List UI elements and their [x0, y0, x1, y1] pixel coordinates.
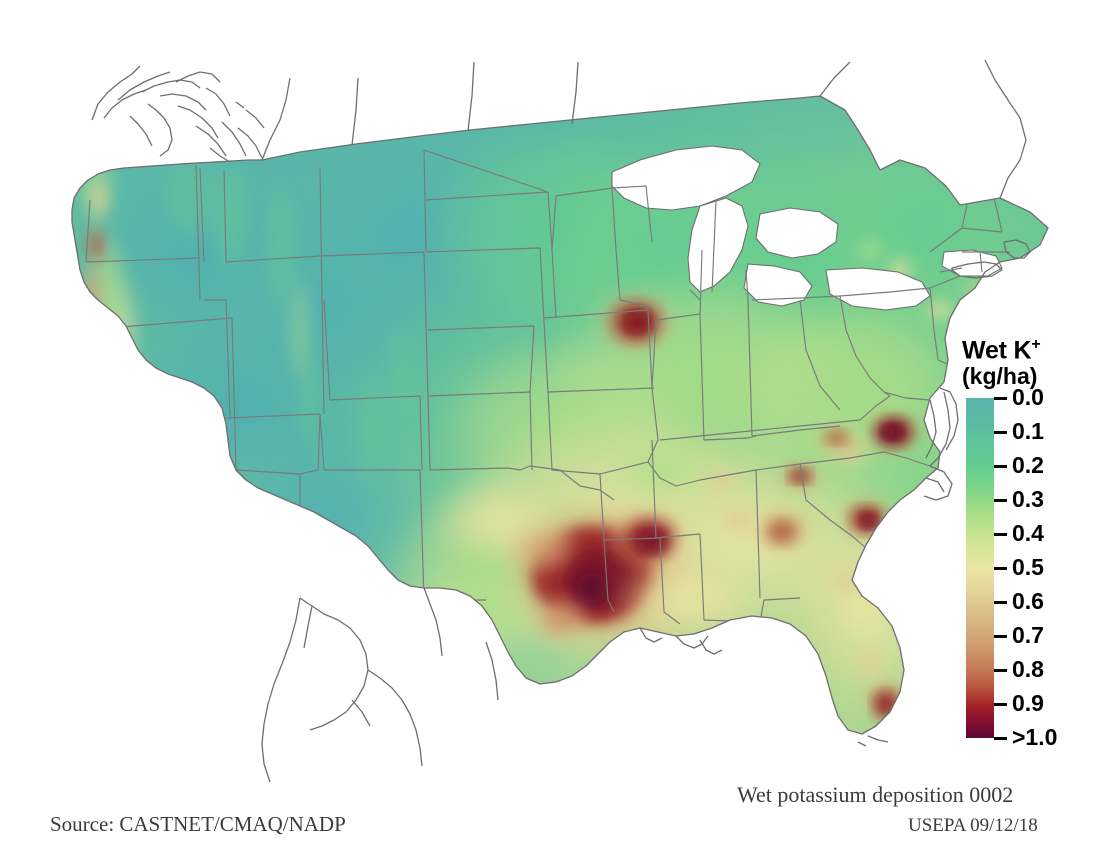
- colorbar-tick-mark: [994, 499, 1007, 502]
- map-caption-title: Wet potassium deposition 0002: [737, 782, 1014, 807]
- colorbar-tick-mark: [994, 431, 1007, 434]
- colorbar-tick-label: 0.4: [1012, 520, 1044, 546]
- national-boundaries: [71, 59, 1049, 783]
- colorbar-tick-mark: [994, 737, 1007, 740]
- colorbar-tick-mark: [994, 397, 1007, 400]
- colorbar-tick-label: 0.9: [1012, 690, 1044, 716]
- legend: Wet K+ (kg/ha) 0.0 0.1 0.2 0.3 0.4 0.5 0.6 0.7 0…: [962, 332, 1100, 752]
- colorbar-tick-mark: [994, 703, 1007, 706]
- field-mississippi-hotspot: [606, 504, 690, 570]
- colorbar-tick-mark: [994, 533, 1007, 536]
- colorbar-tick-label: 0.2: [1012, 452, 1044, 478]
- field-tennessee-hotspots: [778, 424, 864, 490]
- map-caption-source: Source: CASTNET/CMAQ/NADP: [50, 812, 346, 836]
- colorbar-tick-mark: [994, 601, 1007, 604]
- colorbar-tick-mark: [994, 567, 1007, 570]
- colorbar-tick-mark: [994, 635, 1007, 638]
- legend-title-text: Wet K: [962, 336, 1032, 365]
- colorbar-tick-label: 0.5: [1012, 554, 1044, 580]
- state-boundaries: [83, 149, 1010, 643]
- colorbar-tick-label: 0.8: [1012, 656, 1044, 682]
- colorbar-tick-label: 0.3: [1012, 486, 1044, 512]
- legend-title-superscript: +: [1031, 336, 1041, 353]
- deposition-field: [72, 96, 1048, 734]
- colorbar-tick-label: 0.6: [1012, 588, 1044, 614]
- legend-title: Wet K+: [962, 332, 1100, 363]
- colorbar-gradient: [966, 398, 994, 738]
- colorbar-tick-label: 0.0: [1012, 384, 1044, 410]
- map-caption-agency: USEPA 09/12/18: [908, 815, 1038, 836]
- great-lakes: [611, 145, 1003, 311]
- field-georgia-alabama: [698, 464, 816, 556]
- colorbar-tick-label: 0.1: [1012, 418, 1044, 444]
- colorbar-tick-mark: [994, 669, 1007, 672]
- colorbar-area: 0.0 0.1 0.2 0.3 0.4 0.5 0.6 0.7 0.8 0.9 >1.0: [966, 386, 1100, 749]
- field-iowa-hotspot: [594, 288, 678, 356]
- colorbar-tick-mark: [994, 465, 1007, 468]
- legend-units: (kg/ha): [962, 363, 1038, 390]
- colorbar-tick-label: 0.7: [1012, 622, 1044, 648]
- colorbar-tick-label: >1.0: [1012, 724, 1058, 750]
